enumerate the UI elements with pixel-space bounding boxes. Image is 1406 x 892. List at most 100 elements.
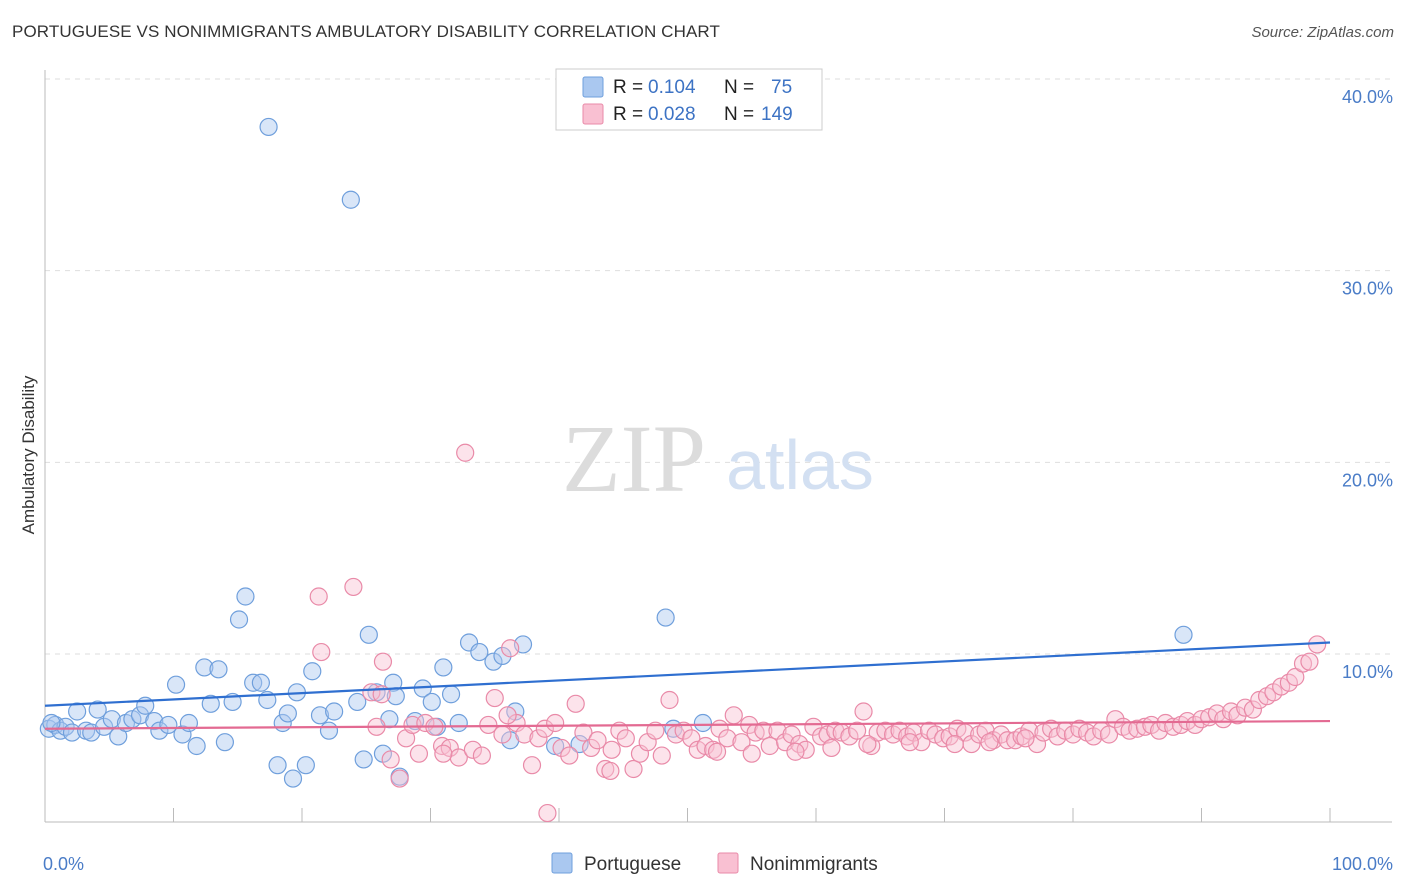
grid-lines bbox=[45, 78, 1392, 655]
legend-n-label-2: N = bbox=[724, 104, 754, 125]
legend-r-label-2: R = bbox=[613, 104, 643, 125]
watermark-atlas: atlas bbox=[726, 426, 874, 504]
portuguese-point bbox=[88, 700, 107, 719]
watermark: ZIP atlas bbox=[562, 405, 874, 512]
nonimmigrants-point bbox=[538, 803, 557, 823]
nonimmigrants-point bbox=[1214, 710, 1233, 729]
portuguese-point bbox=[470, 642, 489, 662]
portuguese-point bbox=[159, 715, 178, 735]
portuguese-point bbox=[570, 734, 589, 754]
y-axis-label: Ambulatory Disability bbox=[19, 375, 38, 534]
portuguese-point bbox=[268, 756, 287, 775]
portuguese-point bbox=[422, 692, 441, 712]
nonimmigrants-point bbox=[646, 721, 665, 740]
nonimmigrants-point bbox=[344, 577, 363, 597]
legend-n-label-1: N = bbox=[724, 77, 754, 98]
nonimmigrants-point bbox=[498, 706, 517, 725]
portuguese-point bbox=[359, 625, 378, 644]
portuguese-point bbox=[251, 673, 270, 692]
nonimmigrants-point bbox=[732, 733, 751, 752]
y-tick-label: 40.0% bbox=[1342, 87, 1393, 107]
nonimmigrants-point bbox=[624, 759, 643, 779]
nonimmigrants-point bbox=[566, 694, 585, 713]
legend-n-value-1: 75 bbox=[771, 77, 792, 98]
nonimmigrants-point bbox=[782, 725, 801, 744]
legend-bottom-swatch-portuguese bbox=[551, 852, 573, 874]
chart-title: PORTUGUESE VS NONIMMIGRANTS AMBULATORY D… bbox=[12, 22, 720, 41]
nonimmigrants-point bbox=[616, 729, 635, 748]
portuguese-point bbox=[259, 117, 278, 137]
portuguese-point bbox=[310, 706, 330, 725]
portuguese-point bbox=[484, 652, 503, 671]
portuguese-point bbox=[296, 756, 315, 775]
nonimmigrants-point bbox=[456, 443, 475, 462]
nonimmigrants-point bbox=[463, 740, 483, 759]
nonimmigrants-point bbox=[1099, 725, 1119, 744]
portuguese-point bbox=[236, 587, 255, 606]
y-tick-labels: 10.0% 20.0% 30.0% 40.0% bbox=[1342, 87, 1393, 682]
legend-r-value-1: 0.104 bbox=[648, 77, 696, 98]
x-tick-label: 0.0% bbox=[43, 854, 84, 874]
nonimmigrants-point bbox=[588, 731, 607, 750]
nonimmigrants-point bbox=[754, 721, 773, 740]
legend-r-label-1: R = bbox=[613, 77, 643, 98]
portuguese-point bbox=[201, 694, 220, 713]
legend-bottom-swatch-nonimmigrants bbox=[717, 852, 739, 874]
nonimmigrants-point bbox=[493, 725, 512, 744]
portuguese-point bbox=[42, 713, 61, 733]
portuguese-trend-line bbox=[44, 641, 1331, 707]
portuguese-point bbox=[229, 610, 249, 629]
nonimmigrants-point bbox=[449, 748, 468, 767]
nonimmigrants-point bbox=[707, 742, 727, 761]
portuguese-point bbox=[325, 702, 344, 721]
portuguese-point bbox=[166, 675, 186, 694]
nonimmigrants-point bbox=[1286, 667, 1305, 687]
axes bbox=[44, 70, 1392, 823]
nonimmigrants-point bbox=[660, 690, 679, 710]
nonimmigrants-point bbox=[546, 713, 565, 733]
nonimmigrants-point bbox=[760, 736, 779, 756]
nonimmigrants-point bbox=[434, 744, 453, 763]
portuguese-point bbox=[348, 692, 367, 712]
nonimmigrants-point bbox=[786, 742, 805, 761]
nonimmigrants-point bbox=[390, 769, 409, 788]
portuguese-point bbox=[209, 660, 228, 679]
portuguese-point bbox=[449, 713, 468, 733]
portuguese-points bbox=[39, 117, 1193, 788]
legend-top: R = 0.104 N = 75 R = 0.028 N = 149 bbox=[555, 68, 823, 131]
portuguese-point bbox=[319, 721, 339, 740]
portuguese-point bbox=[173, 725, 192, 744]
nonimmigrants-point bbox=[1027, 734, 1047, 754]
y-tick-label: 10.0% bbox=[1342, 662, 1393, 682]
nonimmigrants-point bbox=[373, 652, 393, 671]
nonimmigrants-point bbox=[501, 639, 520, 658]
nonimmigrants-point bbox=[522, 756, 542, 775]
nonimmigrants-point bbox=[1016, 729, 1035, 748]
nonimmigrants-point bbox=[485, 688, 504, 708]
nonimmigrants-point bbox=[552, 738, 571, 758]
nonimmigrants-point bbox=[854, 702, 873, 721]
nonimmigrants-point bbox=[900, 733, 919, 752]
y-tick-label: 20.0% bbox=[1342, 470, 1393, 490]
legend-bottom-label-nonimmigrants: Nonimmigrants bbox=[750, 854, 878, 875]
nonimmigrants-point bbox=[409, 744, 429, 763]
nonimmigrants-point bbox=[724, 706, 743, 725]
nonimmigrants-point bbox=[381, 750, 400, 769]
portuguese-point bbox=[1174, 625, 1193, 644]
nonimmigrants-point bbox=[529, 729, 548, 748]
nonimmigrants-point bbox=[934, 729, 953, 748]
portuguese-point bbox=[244, 673, 263, 692]
portuguese-point bbox=[68, 702, 87, 721]
nonimmigrants-point bbox=[1300, 652, 1319, 671]
nonimmigrants-point bbox=[601, 761, 620, 781]
portuguese-point bbox=[434, 658, 453, 677]
nonimmigrants-point bbox=[312, 642, 331, 662]
portuguese-point bbox=[303, 662, 322, 681]
portuguese-point bbox=[215, 733, 234, 752]
legend-r-value-2: 0.028 bbox=[648, 104, 696, 125]
chart-source: Source: ZipAtlas.com bbox=[1251, 24, 1394, 41]
nonimmigrants-point bbox=[980, 733, 999, 752]
nonimmigrants-point bbox=[822, 738, 841, 758]
portuguese-point bbox=[145, 711, 164, 731]
